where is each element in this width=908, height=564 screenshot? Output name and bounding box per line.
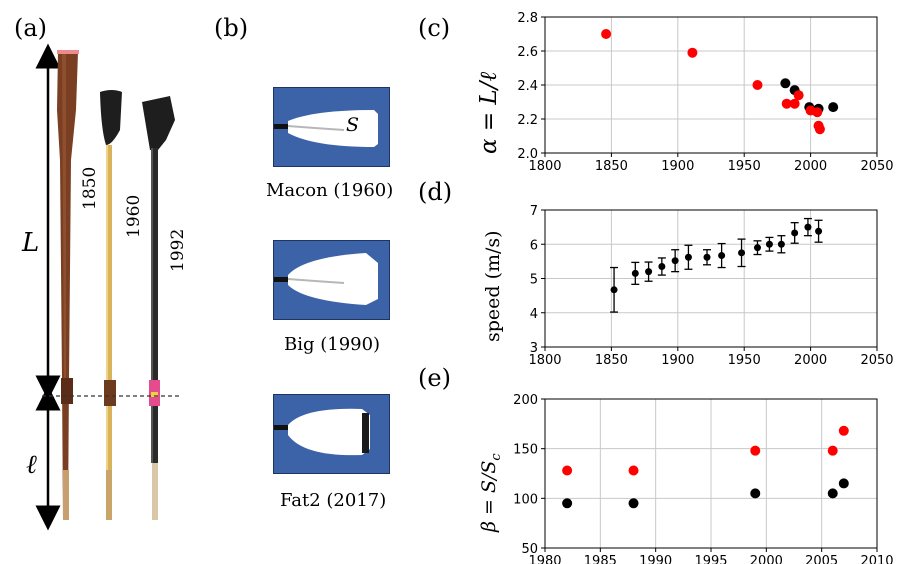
data-point bbox=[703, 253, 711, 261]
x-tick-label: 1980 bbox=[528, 554, 561, 564]
data-point bbox=[684, 253, 692, 261]
data-point-red bbox=[752, 80, 763, 90]
panel-label-e: (e) bbox=[418, 364, 451, 392]
data-point bbox=[765, 240, 773, 248]
data-point bbox=[671, 257, 679, 265]
x-tick-label: 1900 bbox=[661, 353, 694, 368]
y-tick-label: 2.2 bbox=[517, 113, 538, 128]
y-tick-label: 50 bbox=[521, 542, 538, 557]
y-tick-label: 7 bbox=[530, 204, 538, 219]
x-tick-label: 2050 bbox=[860, 159, 893, 174]
data-point-red bbox=[601, 29, 612, 39]
plot-frame bbox=[544, 16, 878, 154]
panel-label-b: (b) bbox=[214, 14, 249, 42]
y-tick-label: 150 bbox=[513, 443, 538, 458]
data-point bbox=[777, 240, 785, 248]
y-tick-label: 200 bbox=[513, 393, 538, 408]
data-point bbox=[815, 227, 823, 235]
x-tick-label: 1850 bbox=[595, 353, 628, 368]
x-tick-label: 1950 bbox=[728, 159, 761, 174]
data-point-black bbox=[750, 488, 761, 499]
x-tick-label: 1800 bbox=[528, 353, 561, 368]
data-point bbox=[610, 286, 618, 294]
x-tick-label: 1995 bbox=[694, 554, 727, 564]
y-tick-label: 4 bbox=[530, 307, 538, 322]
data-point-red bbox=[750, 445, 761, 456]
x-tick-label: 2000 bbox=[750, 554, 783, 564]
oar-1960 bbox=[100, 90, 122, 520]
L-label: L bbox=[22, 228, 40, 258]
blade-caption-fat2: Fat2 (2017) bbox=[280, 490, 387, 511]
data-point-red bbox=[814, 124, 825, 135]
x-tick-label: 1985 bbox=[584, 554, 617, 564]
oar-collar bbox=[61, 378, 73, 404]
x-tick-label: 2005 bbox=[805, 554, 838, 564]
data-point-black bbox=[828, 102, 839, 113]
x-tick-label: 1950 bbox=[728, 353, 761, 368]
data-point-red bbox=[628, 465, 639, 476]
data-point-red bbox=[687, 47, 698, 58]
oar-1850 bbox=[57, 50, 79, 520]
data-point-red bbox=[827, 445, 838, 456]
blade-big bbox=[273, 240, 390, 320]
data-point-red bbox=[562, 465, 573, 476]
blade-fat2 bbox=[273, 394, 390, 474]
x-tick-label: 1990 bbox=[639, 554, 672, 564]
panel-label-d: (d) bbox=[418, 178, 453, 206]
x-tick-label: 1850 bbox=[595, 159, 628, 174]
data-point-black bbox=[562, 498, 573, 509]
y-tick-label: 5 bbox=[530, 273, 538, 288]
data-point bbox=[645, 268, 653, 276]
y-tick-label: 2.4 bbox=[517, 79, 538, 94]
data-point bbox=[753, 244, 761, 252]
data-point-black bbox=[838, 478, 849, 489]
y-tick-label: 2.6 bbox=[517, 45, 538, 60]
x-tick-label: 2000 bbox=[794, 159, 827, 174]
oar-collar bbox=[104, 380, 116, 406]
x-tick-label: 2010 bbox=[860, 554, 893, 564]
x-tick-label: 2000 bbox=[794, 353, 827, 368]
data-point-red bbox=[838, 425, 849, 436]
blade-area-label: S bbox=[346, 114, 360, 136]
data-point-black bbox=[628, 498, 639, 509]
data-point bbox=[631, 269, 639, 277]
data-point bbox=[804, 223, 812, 231]
data-point-black bbox=[827, 488, 838, 499]
data-point-red bbox=[781, 98, 792, 109]
y-tick-label: 2.8 bbox=[517, 11, 538, 26]
data-point-red bbox=[789, 98, 800, 109]
blade-caption-macon: Macon (1960) bbox=[266, 180, 394, 201]
plot-frame bbox=[544, 398, 878, 549]
data-point bbox=[718, 252, 726, 260]
x-tick-label: 1800 bbox=[528, 159, 561, 174]
data-point bbox=[738, 249, 746, 257]
plot-frame bbox=[544, 209, 878, 348]
oars-illustration bbox=[35, 43, 182, 531]
y-tick-label: 3 bbox=[530, 341, 538, 356]
panel-label-c: (c) bbox=[418, 14, 451, 42]
blade-macon bbox=[273, 87, 390, 167]
blade-caption-big: Big (1990) bbox=[284, 334, 381, 355]
y-tick-label: 6 bbox=[530, 238, 538, 253]
data-point-black bbox=[780, 78, 791, 89]
oar-tip bbox=[57, 50, 79, 54]
y-tick-label: 100 bbox=[513, 492, 538, 507]
data-point bbox=[658, 263, 666, 271]
oar-1992 bbox=[142, 96, 175, 520]
data-point-red bbox=[793, 90, 804, 101]
x-tick-label: 2050 bbox=[860, 353, 893, 368]
panel-label-a: (a) bbox=[14, 14, 48, 42]
l-label: ℓ bbox=[26, 450, 37, 480]
x-tick-label: 1900 bbox=[661, 159, 694, 174]
y-tick-label: 2.0 bbox=[517, 147, 538, 162]
data-point bbox=[791, 229, 799, 237]
data-point-red bbox=[812, 107, 823, 118]
